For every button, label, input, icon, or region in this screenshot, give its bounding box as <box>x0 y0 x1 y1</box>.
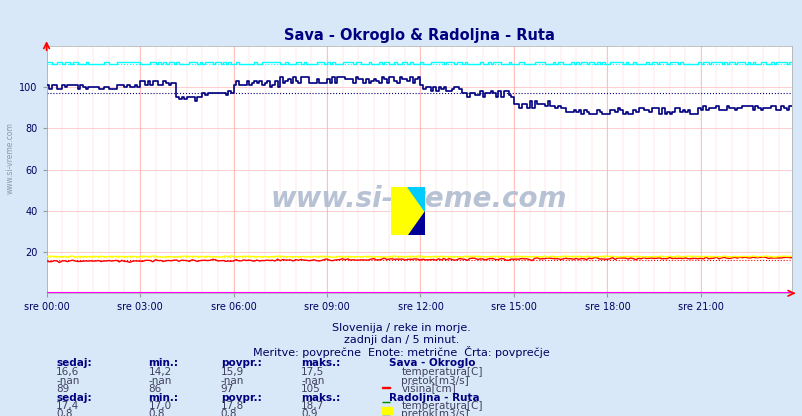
Text: -nan: -nan <box>148 376 172 386</box>
Text: Meritve: povprečne  Enote: metrične  Črta: povprečje: Meritve: povprečne Enote: metrične Črta:… <box>253 346 549 358</box>
Text: min.:: min.: <box>148 358 178 368</box>
Text: maks.:: maks.: <box>301 393 340 403</box>
Text: 0,9: 0,9 <box>301 409 318 416</box>
Text: Radoljna - Ruta: Radoljna - Ruta <box>389 393 480 403</box>
Text: 16,6: 16,6 <box>56 367 79 377</box>
Polygon shape <box>407 211 424 235</box>
Text: 86: 86 <box>148 384 162 394</box>
Polygon shape <box>391 187 424 235</box>
Bar <box>382 401 390 403</box>
Text: 0,8: 0,8 <box>221 409 237 416</box>
Text: pretok[m3/s]: pretok[m3/s] <box>401 409 468 416</box>
Text: temperatura[C]: temperatura[C] <box>401 367 482 377</box>
Text: maks.:: maks.: <box>301 358 340 368</box>
Text: zadnji dan / 5 minut.: zadnji dan / 5 minut. <box>343 335 459 345</box>
Text: Sava - Okroglo: Sava - Okroglo <box>389 358 476 368</box>
Text: www.si-vreme.com: www.si-vreme.com <box>270 185 567 213</box>
Text: sedaj:: sedaj: <box>56 358 91 368</box>
Polygon shape <box>407 187 424 211</box>
Text: povpr.:: povpr.: <box>221 358 261 368</box>
Text: povpr.:: povpr.: <box>221 393 261 403</box>
Text: -nan: -nan <box>221 376 244 386</box>
Text: 0,8: 0,8 <box>148 409 165 416</box>
Text: 17,0: 17,0 <box>148 401 172 411</box>
Text: 0,8: 0,8 <box>56 409 73 416</box>
Bar <box>382 387 390 388</box>
Bar <box>382 407 391 414</box>
Text: 15,9: 15,9 <box>221 367 244 377</box>
Text: -nan: -nan <box>301 376 324 386</box>
Text: 17,8: 17,8 <box>221 401 244 411</box>
Text: 17,5: 17,5 <box>301 367 324 377</box>
Text: temperatura[C]: temperatura[C] <box>401 401 482 411</box>
Text: 89: 89 <box>56 384 70 394</box>
Title: Sava - Okroglo & Radoljna - Ruta: Sava - Okroglo & Radoljna - Ruta <box>283 28 554 43</box>
Text: višina[cm]: višina[cm] <box>401 384 456 394</box>
Text: min.:: min.: <box>148 393 178 403</box>
Text: 105: 105 <box>301 384 321 394</box>
Text: 97: 97 <box>221 384 234 394</box>
Text: 18,7: 18,7 <box>301 401 324 411</box>
Text: 17,4: 17,4 <box>56 401 79 411</box>
Text: pretok[m3/s]: pretok[m3/s] <box>401 376 468 386</box>
Text: -nan: -nan <box>56 376 79 386</box>
Text: Slovenija / reke in morje.: Slovenija / reke in morje. <box>332 323 470 333</box>
Text: www.si-vreme.com: www.si-vreme.com <box>6 122 15 194</box>
Text: sedaj:: sedaj: <box>56 393 91 403</box>
Text: 14,2: 14,2 <box>148 367 172 377</box>
